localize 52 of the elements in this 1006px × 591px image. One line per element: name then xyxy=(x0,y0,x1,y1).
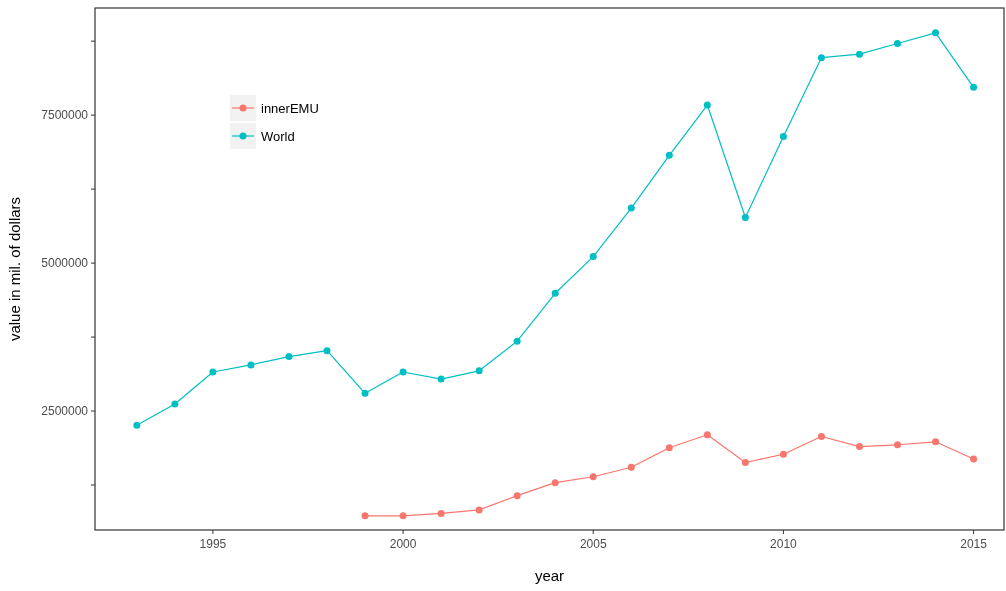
point xyxy=(703,101,711,109)
point xyxy=(323,347,331,355)
point xyxy=(589,473,597,481)
point xyxy=(551,289,559,297)
point xyxy=(513,492,521,500)
y-tick-label: 5000000 xyxy=(41,256,89,271)
x-tick-label: 2010 xyxy=(770,537,798,551)
point xyxy=(133,421,141,429)
point xyxy=(703,431,711,439)
point xyxy=(817,54,825,62)
point xyxy=(475,367,483,375)
point xyxy=(361,512,369,520)
point xyxy=(665,151,673,159)
y-tick-label: 2500000 xyxy=(41,404,89,419)
point xyxy=(894,441,902,449)
point xyxy=(932,438,940,446)
legend-label: World xyxy=(261,128,295,144)
point xyxy=(741,459,749,467)
point xyxy=(779,450,787,458)
point xyxy=(627,463,635,471)
point xyxy=(437,509,445,517)
point xyxy=(932,29,940,37)
point xyxy=(779,132,787,140)
point xyxy=(817,432,825,440)
point xyxy=(589,253,597,261)
y-axis-title: value in mil. of dollars xyxy=(6,196,23,342)
x-tick-label: 1995 xyxy=(199,537,227,551)
point xyxy=(855,50,863,58)
point xyxy=(741,214,749,222)
x-tick-label: 2000 xyxy=(389,537,417,551)
point xyxy=(970,455,978,463)
y-tick-label: 7500000 xyxy=(41,108,89,123)
point xyxy=(437,375,445,383)
x-axis-title: year xyxy=(534,567,565,584)
legend-label: innerEMU xyxy=(261,100,319,116)
point xyxy=(665,444,673,452)
x-tick-label: 2015 xyxy=(960,537,988,551)
point xyxy=(247,361,255,369)
point xyxy=(399,368,407,376)
point xyxy=(399,512,407,520)
point xyxy=(361,389,369,397)
point xyxy=(475,506,483,514)
point xyxy=(627,204,635,212)
point xyxy=(513,337,521,345)
point xyxy=(970,83,978,91)
point xyxy=(894,40,902,48)
point xyxy=(285,353,293,361)
point xyxy=(855,443,863,451)
x-tick-label: 2005 xyxy=(579,537,607,551)
point xyxy=(209,368,217,376)
point xyxy=(551,479,559,487)
point xyxy=(171,400,179,408)
